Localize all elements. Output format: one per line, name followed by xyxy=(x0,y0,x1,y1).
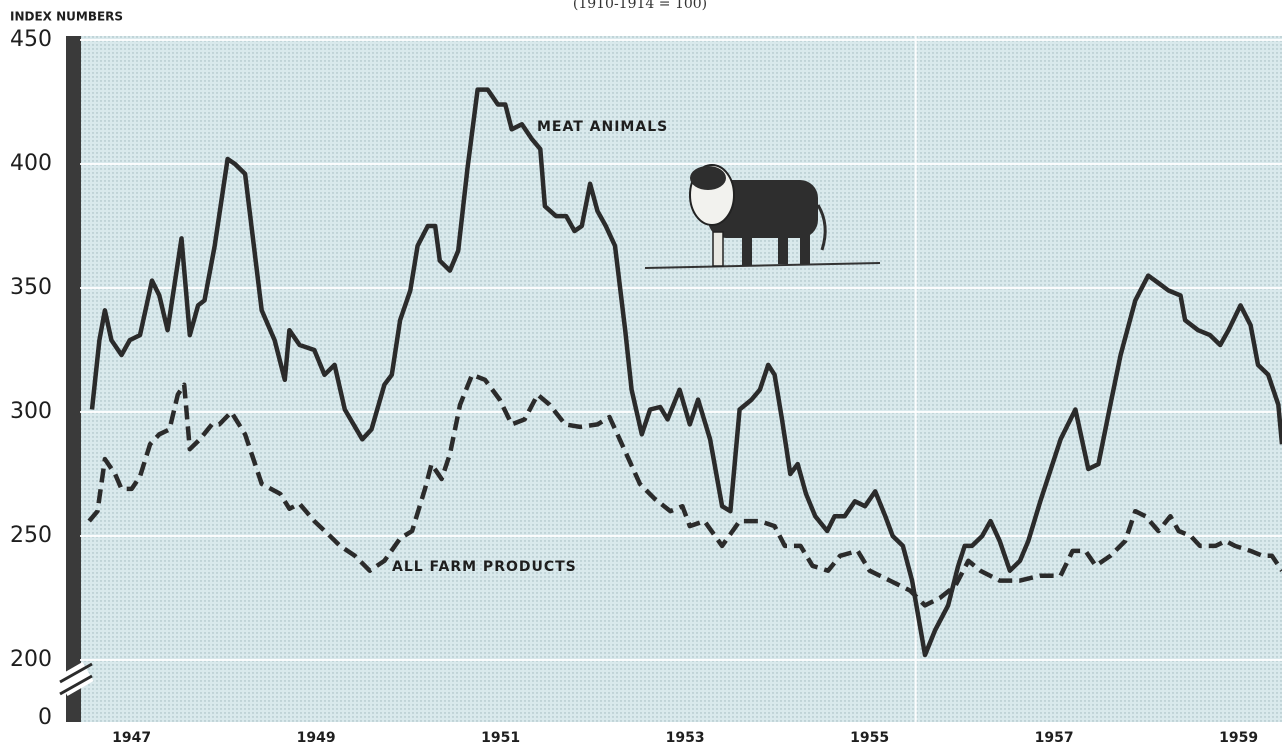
y-tick-label: 200 xyxy=(10,647,52,672)
x-tick-label: 1951 xyxy=(481,730,520,744)
cow-illustration xyxy=(644,164,881,269)
series-label: ALL FARM PRODUCTS xyxy=(392,559,577,575)
axis-break-gap xyxy=(56,661,94,697)
y-tick-label: 400 xyxy=(10,151,52,176)
y-axis-title: INDEX NUMBERS xyxy=(10,10,123,24)
axis-break-line xyxy=(59,662,93,684)
plot-background xyxy=(80,36,1282,722)
y-tick-label: 300 xyxy=(10,399,52,424)
x-tick-label: 1959 xyxy=(1219,730,1258,744)
y-tick-label: 250 xyxy=(10,523,52,548)
y-break-tick-label: 0 xyxy=(38,705,52,730)
x-tick-label: 1947 xyxy=(112,730,151,744)
y-axis-bar xyxy=(66,36,81,722)
grid xyxy=(80,36,1282,722)
axis-break-line xyxy=(59,674,93,696)
lines xyxy=(87,87,1282,658)
series-line xyxy=(89,87,1282,658)
chart-subtitle: (1910-1914 = 100) xyxy=(573,0,707,12)
x-tick-label: 1953 xyxy=(666,730,705,744)
series-label: MEAT ANIMALS xyxy=(537,119,668,135)
series-line xyxy=(87,372,1282,608)
x-tick-label: 1955 xyxy=(850,730,889,744)
labels: 200 250 300 350 400 450 1947 1949 1951 1953 1955 19… xyxy=(10,27,1258,744)
y-tick-label: 450 xyxy=(10,27,52,52)
x-tick-label: 1949 xyxy=(297,730,336,744)
y-tick-label: 350 xyxy=(10,275,52,300)
x-tick-label: 1957 xyxy=(1035,730,1074,744)
